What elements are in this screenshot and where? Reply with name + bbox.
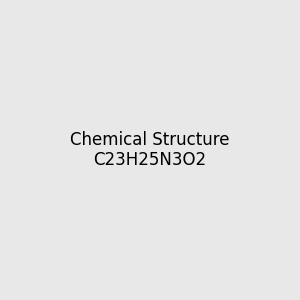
- Text: Chemical Structure
C23H25N3O2: Chemical Structure C23H25N3O2: [70, 130, 230, 170]
